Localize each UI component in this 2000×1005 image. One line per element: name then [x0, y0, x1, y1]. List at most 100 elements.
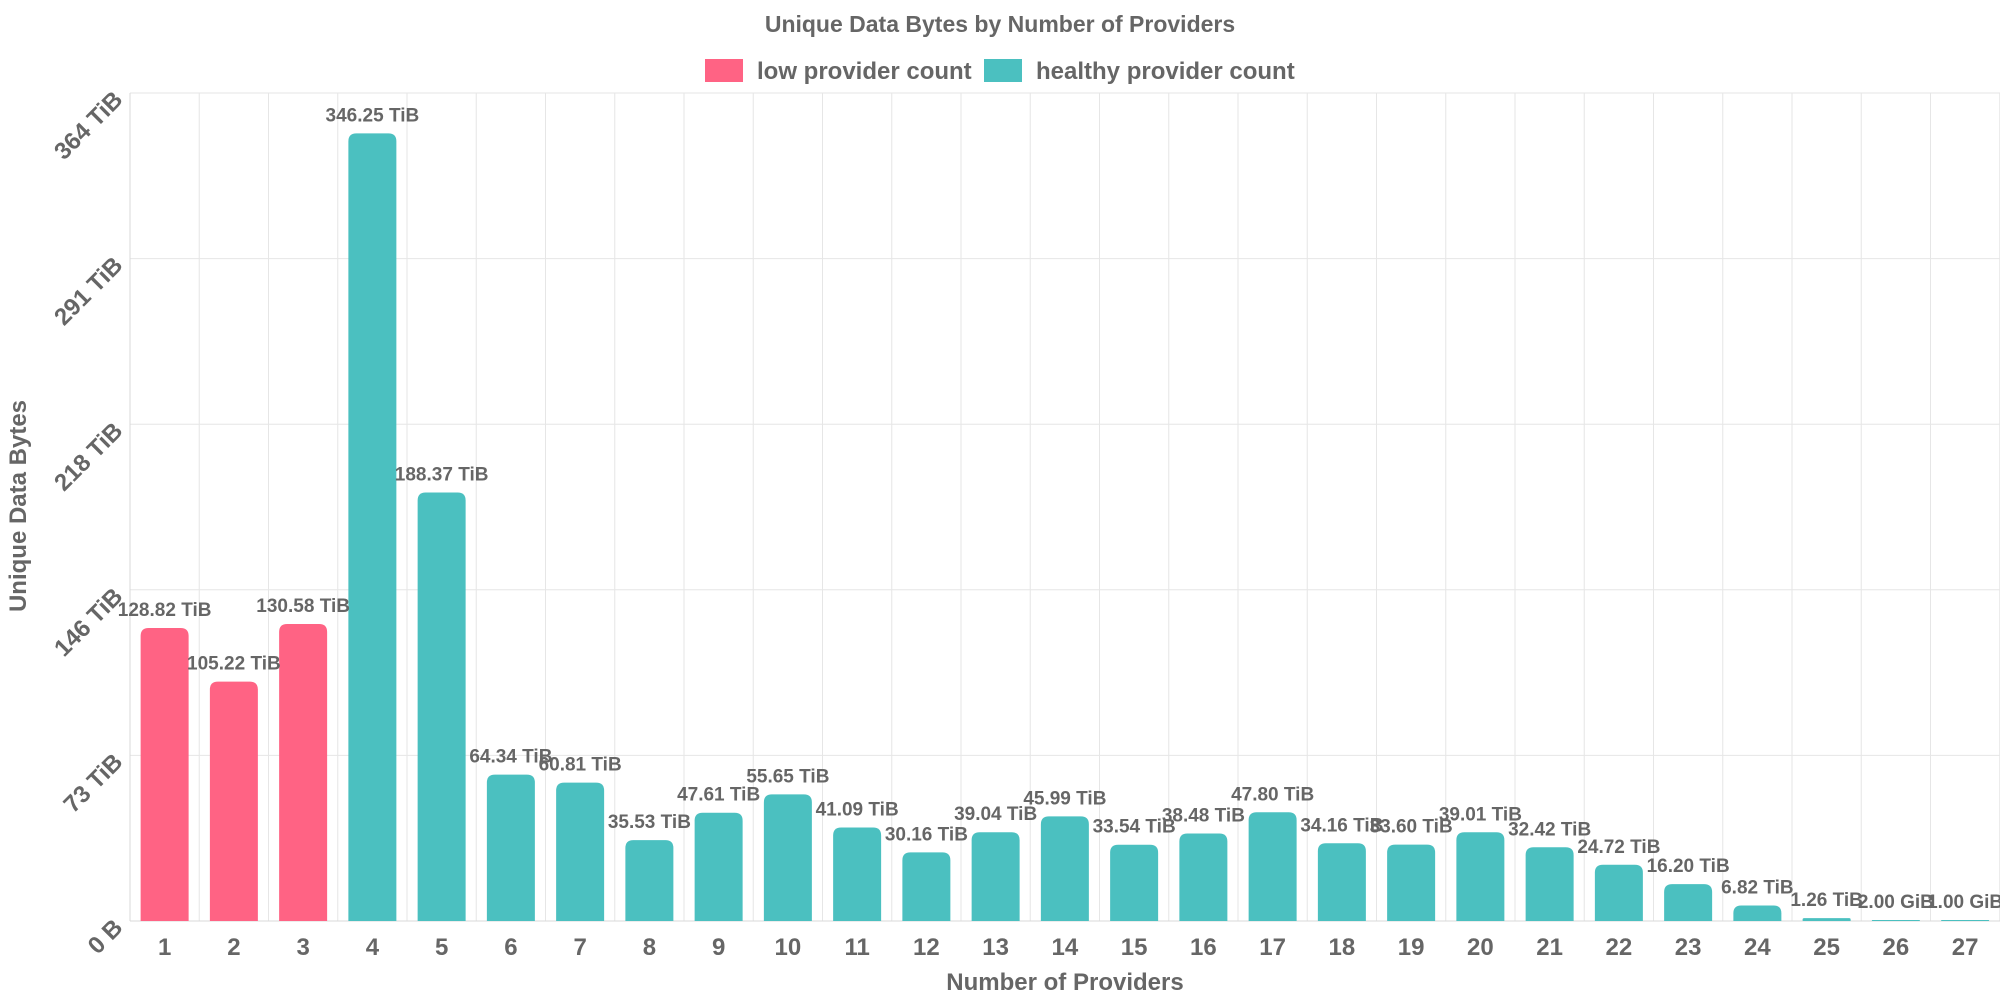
bar-6[interactable] — [486, 774, 535, 921]
data-label-1: 128.82 TiB — [118, 600, 212, 621]
data-label-10: 55.65 TiB — [746, 766, 829, 787]
legend: low provider count healthy provider count — [705, 58, 1295, 85]
data-label-23: 16.20 TiB — [1647, 856, 1730, 877]
bar-4[interactable] — [348, 133, 397, 922]
data-label-24: 6.82 TiB — [1721, 877, 1794, 898]
data-label-26: 2.00 GiB — [1858, 892, 1934, 913]
bar-17[interactable] — [1248, 812, 1297, 921]
chart-title: Unique Data Bytes by Number of Providers — [765, 11, 1235, 37]
x-axis-ticks: 1 2 3 4 5 6 7 8 9 10 11 12 13 14 15 16 17 18 19 20 21 22 23 24 2… — [158, 934, 1979, 961]
bar-27[interactable] — [1941, 920, 1990, 921]
y-axis-title: Unique Data Bytes — [5, 400, 32, 612]
bar-14[interactable] — [1040, 816, 1089, 921]
bar-18[interactable] — [1317, 843, 1366, 921]
x-tick-label: 10 — [775, 934, 802, 961]
data-labels: 128.82 TiB 105.22 TiB 130.58 TiB 346.25 TiB… — [118, 105, 2000, 913]
x-tick-label: 13 — [982, 934, 1009, 961]
x-tick-label: 24 — [1744, 934, 1771, 961]
x-tick-label: 26 — [1883, 934, 1910, 961]
legend-swatch-healthy[interactable] — [984, 59, 1022, 82]
x-tick-label: 23 — [1675, 934, 1702, 961]
data-label-15: 33.54 TiB — [1093, 817, 1176, 838]
x-tick-label: 15 — [1121, 934, 1148, 961]
data-label-3: 130.58 TiB — [256, 596, 350, 617]
bar-25[interactable] — [1802, 918, 1851, 921]
x-tick-label: 21 — [1536, 934, 1563, 961]
y-tick-label: 146 TiB — [49, 583, 128, 662]
data-label-18: 34.16 TiB — [1300, 815, 1383, 836]
x-tick-label: 7 — [573, 934, 586, 961]
x-tick-label: 25 — [1813, 934, 1840, 961]
x-tick-label: 14 — [1052, 934, 1079, 961]
bar-9[interactable] — [694, 812, 743, 921]
x-tick-label: 27 — [1952, 934, 1979, 961]
y-tick-label: 364 TiB — [49, 86, 128, 165]
x-tick-label: 3 — [296, 934, 309, 961]
bar-5[interactable] — [417, 492, 466, 921]
y-tick-label: 0 B — [83, 914, 129, 960]
data-label-7: 60.81 TiB — [539, 755, 622, 776]
data-label-17: 47.80 TiB — [1231, 784, 1314, 805]
bar-10[interactable] — [763, 794, 812, 921]
bar-23[interactable] — [1664, 884, 1713, 921]
data-label-14: 45.99 TiB — [1023, 788, 1106, 809]
x-tick-label: 2 — [227, 934, 240, 961]
x-tick-label: 1 — [158, 934, 171, 961]
bar-1[interactable] — [140, 627, 189, 921]
data-label-5: 188.37 TiB — [395, 465, 489, 486]
data-label-16: 38.48 TiB — [1162, 805, 1245, 826]
x-tick-label: 19 — [1398, 934, 1425, 961]
x-tick-label: 18 — [1329, 934, 1356, 961]
y-tick-label: 291 TiB — [49, 252, 128, 331]
bar-21[interactable] — [1525, 847, 1574, 921]
data-label-11: 41.09 TiB — [816, 800, 899, 821]
x-tick-label: 5 — [435, 934, 448, 961]
x-tick-label: 17 — [1259, 934, 1286, 961]
x-tick-label: 9 — [712, 934, 725, 961]
y-tick-label: 218 TiB — [49, 417, 128, 496]
bar-7[interactable] — [556, 782, 605, 921]
x-tick-label: 20 — [1467, 934, 1494, 961]
y-tick-label: 73 TiB — [59, 749, 129, 819]
bar-19[interactable] — [1387, 844, 1436, 921]
bar-26[interactable] — [1871, 920, 1920, 921]
data-label-20: 39.01 TiB — [1439, 804, 1522, 825]
data-label-21: 32.42 TiB — [1508, 819, 1591, 840]
bar-12[interactable] — [902, 852, 951, 921]
legend-swatch-low[interactable] — [705, 59, 743, 82]
data-label-22: 24.72 TiB — [1577, 837, 1660, 858]
x-tick-label: 4 — [366, 934, 380, 961]
data-label-25: 1.26 TiB — [1790, 890, 1863, 911]
data-label-27: 1.00 GiB — [1927, 892, 2000, 913]
data-label-6: 64.34 TiB — [469, 747, 552, 768]
legend-label-healthy[interactable]: healthy provider count — [1036, 58, 1295, 85]
bar-13[interactable] — [971, 832, 1020, 921]
bar-22[interactable] — [1594, 864, 1643, 921]
x-tick-label: 8 — [643, 934, 656, 961]
data-label-19: 33.60 TiB — [1370, 817, 1453, 838]
bars — [140, 133, 1990, 922]
data-label-8: 35.53 TiB — [608, 812, 691, 833]
x-tick-label: 6 — [504, 934, 517, 961]
x-tick-label: 11 — [844, 934, 869, 961]
bar-2[interactable] — [209, 681, 258, 921]
bar-11[interactable] — [833, 827, 882, 921]
bar-24[interactable] — [1733, 905, 1782, 921]
x-tick-label: 22 — [1606, 934, 1633, 961]
data-label-13: 39.04 TiB — [954, 804, 1037, 825]
x-axis-title: Number of Providers — [946, 969, 1183, 996]
bar-16[interactable] — [1179, 833, 1228, 921]
bar-15[interactable] — [1110, 844, 1159, 921]
x-tick-label: 16 — [1190, 934, 1217, 961]
y-axis-ticks: 0 B 73 TiB 146 TiB 218 TiB 291 TiB 364 TiB — [49, 86, 128, 960]
data-label-9: 47.61 TiB — [677, 785, 760, 806]
data-label-4: 346.25 TiB — [326, 105, 420, 126]
bar-3[interactable] — [279, 623, 328, 921]
data-label-12: 30.16 TiB — [885, 824, 968, 845]
x-tick-label: 12 — [913, 934, 940, 961]
bar-8[interactable] — [625, 840, 674, 921]
legend-label-low[interactable]: low provider count — [757, 58, 972, 85]
bar-20[interactable] — [1456, 832, 1505, 921]
